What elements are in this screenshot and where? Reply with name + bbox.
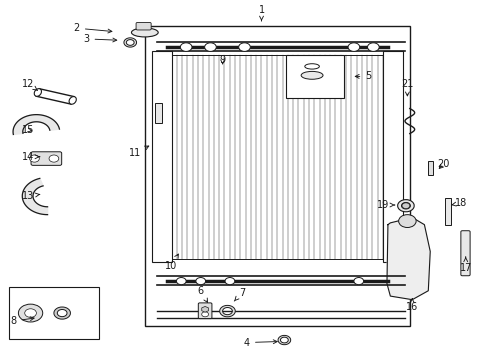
- Text: 6: 6: [197, 286, 207, 302]
- Polygon shape: [13, 114, 60, 134]
- Text: 11: 11: [129, 146, 148, 158]
- Text: 19: 19: [376, 200, 394, 210]
- Text: 2: 2: [74, 23, 112, 33]
- Text: 7: 7: [234, 288, 244, 301]
- Ellipse shape: [301, 71, 323, 79]
- Text: 20: 20: [437, 159, 449, 169]
- Text: 8: 8: [10, 316, 34, 326]
- Circle shape: [353, 278, 363, 285]
- FancyBboxPatch shape: [460, 231, 469, 276]
- Circle shape: [49, 155, 59, 162]
- Polygon shape: [386, 217, 429, 300]
- FancyBboxPatch shape: [136, 22, 151, 30]
- Text: 17: 17: [459, 257, 471, 273]
- Circle shape: [367, 43, 378, 51]
- Text: 5: 5: [355, 71, 371, 81]
- Bar: [9, 287, 99, 339]
- Circle shape: [201, 312, 208, 317]
- Text: 4: 4: [244, 338, 277, 347]
- Bar: [444, 198, 450, 225]
- Circle shape: [204, 43, 216, 51]
- Bar: [382, 51, 402, 262]
- Circle shape: [347, 43, 359, 51]
- Text: 12: 12: [22, 78, 37, 90]
- Bar: [285, 55, 344, 98]
- Circle shape: [196, 278, 205, 285]
- Text: 15: 15: [22, 125, 34, 135]
- Circle shape: [19, 304, 42, 322]
- Bar: [144, 26, 409, 327]
- Circle shape: [398, 215, 415, 228]
- Ellipse shape: [69, 96, 76, 104]
- Text: 3: 3: [83, 34, 117, 44]
- Bar: [171, 55, 382, 258]
- FancyBboxPatch shape: [198, 303, 211, 319]
- Bar: [154, 103, 162, 123]
- Text: 9: 9: [219, 55, 225, 65]
- Circle shape: [224, 278, 234, 285]
- Ellipse shape: [131, 28, 158, 37]
- Circle shape: [180, 43, 192, 51]
- Text: 13: 13: [22, 191, 40, 201]
- Text: 14: 14: [22, 152, 40, 162]
- Circle shape: [401, 203, 409, 208]
- Circle shape: [30, 155, 39, 162]
- Text: 10: 10: [165, 254, 178, 271]
- Ellipse shape: [34, 89, 41, 96]
- Circle shape: [238, 43, 250, 51]
- Text: 16: 16: [406, 299, 418, 312]
- Text: 18: 18: [451, 198, 466, 208]
- FancyBboxPatch shape: [31, 152, 61, 165]
- Circle shape: [176, 278, 186, 285]
- Polygon shape: [22, 179, 47, 215]
- Bar: [152, 51, 171, 262]
- Circle shape: [25, 309, 36, 318]
- Text: 1: 1: [258, 5, 264, 21]
- Text: 21: 21: [400, 78, 413, 96]
- Bar: [427, 161, 432, 175]
